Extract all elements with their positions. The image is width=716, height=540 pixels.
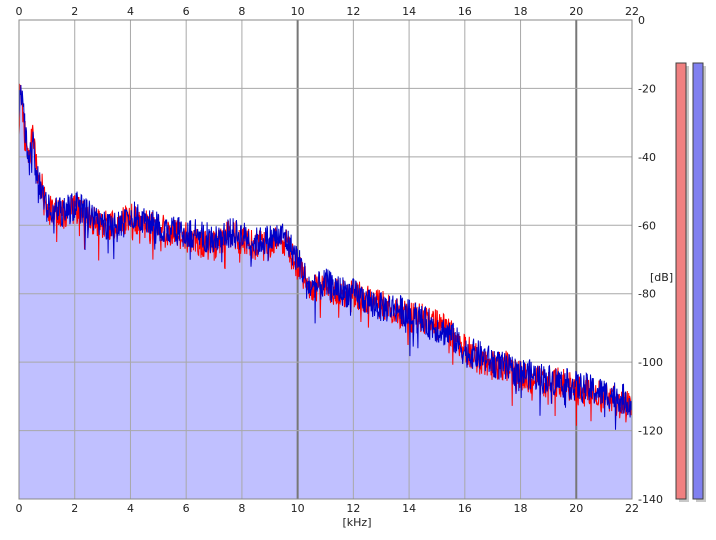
x-tick-label-bottom: 2 [71,502,78,515]
x-tick-label-top: 12 [346,5,360,18]
x-tick-label-bottom: 8 [238,502,245,515]
x-tick-labels-bottom: 0 2 4 6 8 10 12 14 16 18 20 22 [16,502,640,515]
y-tick-labels: 0 -20 -40 -60 -80 -100 -120 -140 [638,14,663,506]
x-tick-label-bottom: 22 [625,502,639,515]
x-tick-label-top: 2 [71,5,78,18]
x-tick-label-bottom: 0 [16,502,23,515]
y-tick-label: -20 [638,82,656,95]
channel-meter-1 [675,62,687,500]
y-tick-label: -100 [638,356,663,369]
y-tick-label: 0 [638,14,645,27]
x-tick-label-top: 14 [402,5,416,18]
y-tick-label: -80 [638,288,656,301]
channel-meter-2 [692,62,704,500]
x-tick-label-bottom: 4 [127,502,134,515]
plot-frame [18,19,633,500]
channel-meters [675,62,706,502]
x-tick-label-bottom: 6 [183,502,190,515]
series-line-2 [18,84,633,430]
x-axis-label: [kHz] [343,516,372,529]
x-tick-label-top: 0 [16,5,23,18]
x-tick-label-bottom: 14 [402,502,416,515]
x-tick-label-top: 10 [291,5,305,18]
x-tick-label-top: 16 [458,5,472,18]
x-tick-label-bottom: 20 [569,502,583,515]
x-tick-label-bottom: 16 [458,502,472,515]
y-tick-label: -60 [638,219,656,232]
y-tick-label: -40 [638,151,656,164]
x-tick-label-top: 22 [625,5,639,18]
x-tick-label-bottom: 12 [346,502,360,515]
y-tick-label: -120 [638,425,663,438]
y-axis-label: [dB] [650,271,673,284]
x-tick-labels-top: 0 2 4 6 8 10 12 14 16 18 20 22 [16,5,640,18]
x-tick-label-top: 4 [127,5,134,18]
x-tick-label-top: 20 [569,5,583,18]
y-tick-label: -140 [638,493,663,506]
x-tick-label-top: 8 [238,5,245,18]
x-tick-label-top: 18 [514,5,528,18]
series-layer [18,83,633,430]
x-tick-label-bottom: 18 [514,502,528,515]
x-tick-label-top: 6 [183,5,190,18]
x-tick-label-bottom: 10 [291,502,305,515]
